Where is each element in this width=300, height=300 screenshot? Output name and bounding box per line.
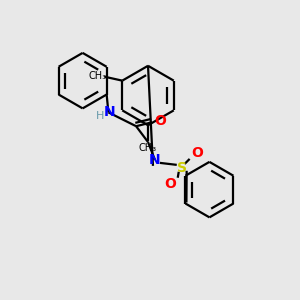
Text: O: O [192, 146, 203, 160]
Text: N: N [103, 105, 115, 119]
Text: CH₃: CH₃ [88, 71, 106, 81]
Text: CH₃: CH₃ [139, 143, 157, 153]
Text: S: S [177, 161, 187, 175]
Text: H: H [96, 111, 105, 121]
Text: O: O [164, 177, 176, 191]
Text: O: O [154, 114, 166, 128]
Text: N: N [149, 153, 161, 167]
